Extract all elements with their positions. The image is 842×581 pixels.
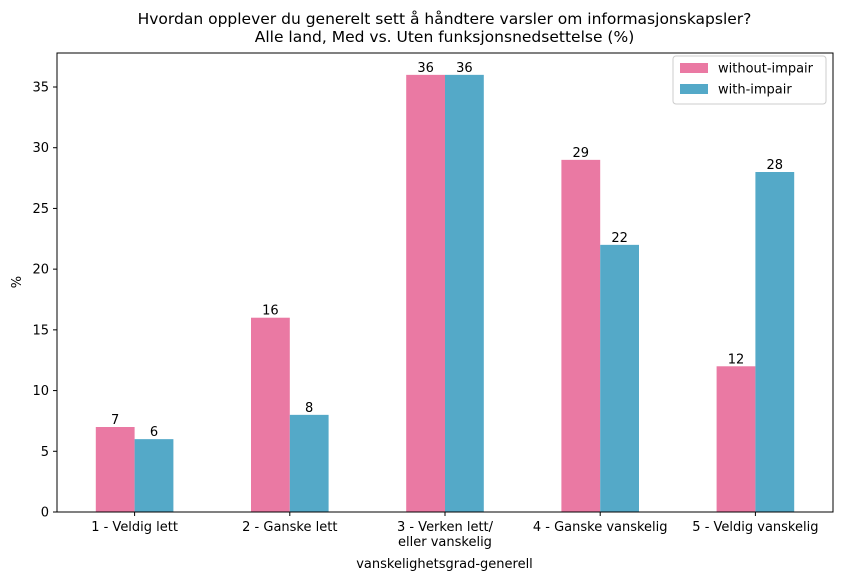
bar-without-impair-2 bbox=[251, 317, 290, 512]
bar-without-impair-4 bbox=[561, 159, 601, 512]
legend-label-with-impair: with-impair bbox=[718, 83, 792, 98]
chart-title: Hvordan opplever du generelt sett å hånd… bbox=[138, 10, 752, 46]
legend-swatch-without-impair bbox=[680, 63, 708, 73]
bar-value-label-without-impair-4: 29 bbox=[573, 146, 590, 161]
bar-without-impair-1 bbox=[95, 427, 135, 512]
y-tick-label: 25 bbox=[32, 202, 49, 217]
x-tick-label: 1 - Veldig lett bbox=[91, 520, 178, 535]
x-axis: 1 - Veldig lett 2 - Ganske lett 3 - Verken… bbox=[91, 512, 818, 550]
y-tick-label: 5 bbox=[41, 445, 49, 460]
y-tick-label: 0 bbox=[41, 506, 49, 521]
plot-bars bbox=[95, 74, 795, 512]
chart-title-line-2: Alle land, Med vs. Uten funksjonsnedsett… bbox=[255, 28, 635, 46]
x-tick-label: 5 - Veldig vanskelig bbox=[692, 520, 818, 535]
x-tick-label: 4 - Ganske vanskelig bbox=[533, 520, 668, 535]
bar-value-label-without-impair-3: 36 bbox=[417, 61, 434, 76]
y-tick-label: 10 bbox=[32, 384, 49, 399]
chart-title-line-1: Hvordan opplever du generelt sett å hånd… bbox=[138, 10, 752, 28]
bar-with-impair-4 bbox=[600, 244, 639, 512]
x-tick-label: eller vanskelig bbox=[398, 535, 492, 550]
legend-label-without-impair: without-impair bbox=[718, 62, 814, 77]
bar-with-impair-5 bbox=[755, 172, 795, 512]
y-axis: 0 5 10 15 20 25 30 35 bbox=[32, 81, 57, 521]
legend-swatch-with-impair bbox=[680, 84, 708, 94]
y-tick-label: 15 bbox=[32, 323, 49, 338]
y-axis-label: % bbox=[10, 276, 25, 288]
bar-with-impair-1 bbox=[134, 439, 174, 512]
y-tick-label: 20 bbox=[32, 263, 49, 278]
bar-value-label-with-impair-5: 28 bbox=[767, 158, 784, 173]
bar-value-label-with-impair-1: 6 bbox=[150, 425, 158, 440]
bar-value-label-without-impair-2: 16 bbox=[262, 304, 279, 319]
legend: without-impair with-impair bbox=[672, 55, 827, 105]
y-tick-label: 30 bbox=[32, 141, 49, 156]
x-tick-label: 3 - Verken lett/ bbox=[397, 520, 494, 535]
bar-value-label-without-impair-5: 12 bbox=[728, 352, 745, 367]
bar-value-label-with-impair-3: 36 bbox=[456, 61, 473, 76]
bar-value-label-without-impair-1: 7 bbox=[111, 413, 119, 428]
bar-value-labels: 7 16 36 29 12 6 8 36 22 28 bbox=[111, 61, 783, 440]
bar-value-label-with-impair-4: 22 bbox=[611, 231, 628, 246]
bar-value-label-with-impair-2: 8 bbox=[305, 401, 313, 416]
legend-box bbox=[672, 55, 827, 105]
x-tick-label: 2 - Ganske lett bbox=[242, 520, 337, 535]
bar-without-impair-5 bbox=[716, 366, 756, 512]
x-axis-label: vanskelighetsgrad-generell bbox=[356, 557, 533, 572]
y-tick-label: 35 bbox=[32, 81, 49, 96]
bar-with-impair-3 bbox=[445, 74, 484, 512]
bar-without-impair-3 bbox=[406, 74, 445, 512]
bar-with-impair-2 bbox=[289, 414, 329, 512]
